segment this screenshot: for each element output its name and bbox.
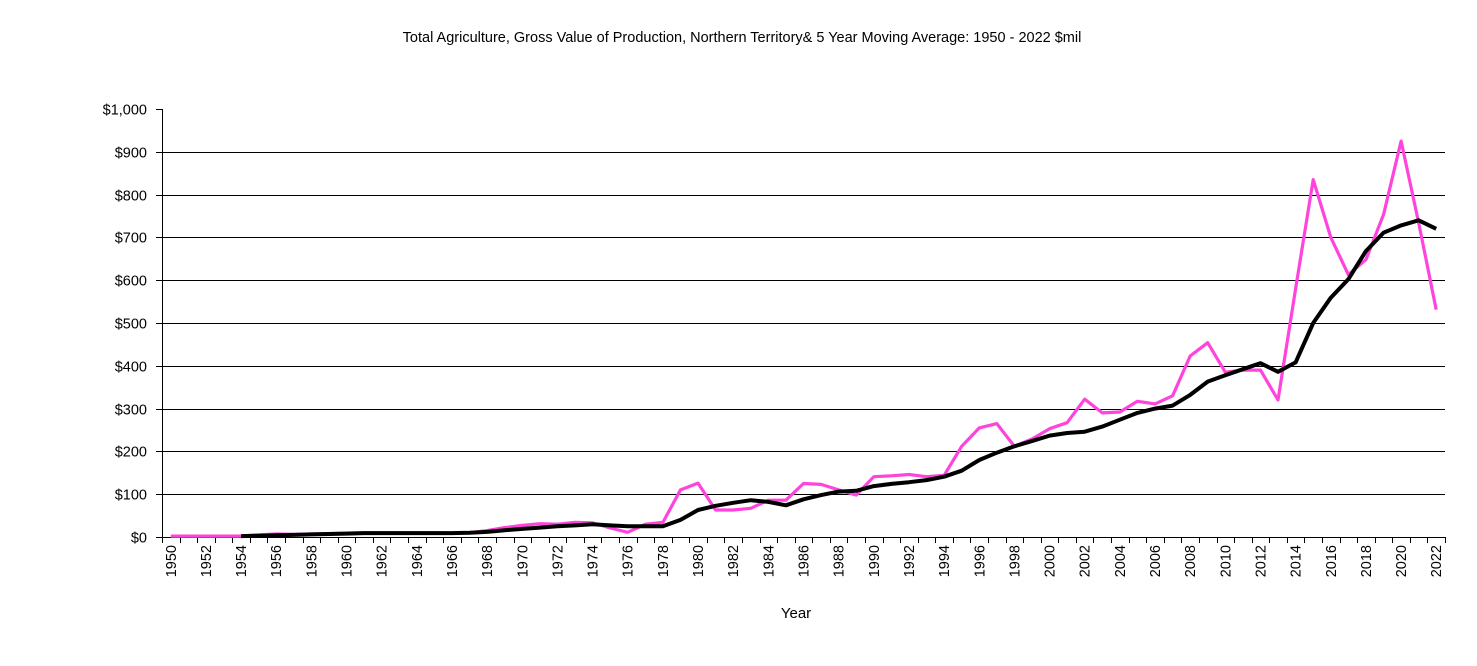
x-axis-label: Year: [781, 605, 811, 622]
x-axis: 1950 1952 1954 1956 1958 1960 1962 1964 1966 1968…: [162, 537, 1446, 577]
x-tick-label: 1982: [726, 545, 742, 577]
x-tick-label: 2010: [1218, 545, 1234, 577]
y-tick-label: $600: [115, 274, 147, 290]
x-tick-label: 2020: [1394, 545, 1410, 577]
x-tick-label: 1968: [480, 545, 496, 577]
y-tick-label: $100: [115, 488, 147, 504]
x-tick-label: 2002: [1078, 545, 1094, 577]
x-tick-label: 1988: [832, 545, 848, 577]
x-tick-label: 1992: [902, 545, 918, 577]
x-tick-label: 2014: [1289, 545, 1305, 577]
x-tick-label: 1960: [340, 545, 356, 577]
x-tick-label: 2018: [1359, 545, 1375, 577]
x-tick-label: 1950: [164, 545, 180, 577]
series-line-gross-value: [170, 139, 1438, 538]
x-tick-label: 1970: [515, 545, 531, 577]
y-tick-label: $500: [115, 317, 147, 333]
y-tick-label: $200: [115, 445, 147, 461]
x-tick-label: 1984: [761, 545, 777, 577]
x-tick-label: 1998: [1007, 545, 1023, 577]
x-tick-label: 2008: [1183, 545, 1199, 577]
x-tick-label: 1952: [199, 545, 215, 577]
x-tick-label: 1962: [375, 545, 391, 577]
x-tick-label: 1976: [621, 545, 637, 577]
y-tick-label: $1,000: [103, 103, 147, 119]
y-tick-label: $300: [115, 403, 147, 419]
x-tick-label: 1996: [972, 545, 988, 577]
x-tick-label: 2016: [1324, 545, 1340, 577]
chart-title: Total Agriculture, Gross Value of Produc…: [403, 30, 1082, 46]
y-tick-label: $800: [115, 189, 147, 205]
x-tick-label: 2006: [1148, 545, 1164, 577]
series-lines: [170, 139, 1438, 539]
x-tick-label: 1990: [867, 545, 883, 577]
x-tick-label: 1956: [269, 545, 285, 577]
gridlines: [162, 152, 1445, 495]
x-tick-label: 1986: [797, 545, 813, 577]
x-tick-label: 1964: [410, 545, 426, 577]
y-axis: $0 $100 $200 $300 $400 $500 $600 $700 $800 $900 $1…: [103, 103, 163, 547]
x-tick-label: 2004: [1113, 545, 1129, 577]
x-tick-label: 2022: [1429, 545, 1445, 577]
y-tick-label: $0: [131, 531, 147, 547]
x-tick-label: 1974: [586, 545, 602, 577]
x-tick-label: 2012: [1253, 545, 1269, 577]
x-tick-label: 2000: [1043, 545, 1059, 577]
y-tick-label: $700: [115, 231, 147, 247]
x-tick-label: 1978: [656, 545, 672, 577]
y-tick-label: $400: [115, 360, 147, 376]
x-tick-label: 1954: [234, 545, 250, 577]
x-tick-label: 1994: [937, 545, 953, 577]
x-tick-label: 1966: [445, 545, 461, 577]
x-tick-label: 1980: [691, 545, 707, 577]
x-tick-label: 1958: [304, 545, 320, 577]
y-tick-label: $900: [115, 146, 147, 162]
x-tick-label: 1972: [550, 545, 566, 577]
